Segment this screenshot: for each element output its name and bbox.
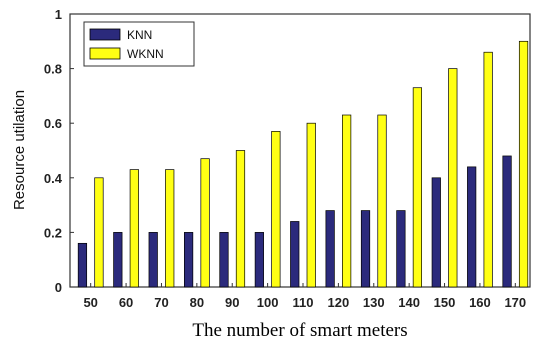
x-axis-label: The number of smart meters <box>192 320 407 341</box>
x-tick-label: 150 <box>434 295 456 310</box>
bar-wknn-150 <box>448 68 458 288</box>
x-tick-label: 100 <box>257 295 279 310</box>
y-axis-label: Resource utilation <box>11 90 28 210</box>
x-tick-label: 160 <box>469 295 491 310</box>
bar-knn-90 <box>219 232 229 288</box>
bar-knn-140 <box>396 210 406 288</box>
bar-wknn-110 <box>306 122 316 288</box>
bar-knn-130 <box>360 210 371 288</box>
legend-label-knn: KNN <box>127 28 152 42</box>
y-tick-label: 0.4 <box>44 171 63 186</box>
bar-wknn-130 <box>377 114 387 288</box>
x-tick-label: 60 <box>119 295 133 310</box>
y-tick-label: 0 <box>55 280 62 295</box>
legend-swatch-knn <box>89 28 121 41</box>
bar-wknn-120 <box>342 114 352 288</box>
x-tick-label: 50 <box>83 295 97 310</box>
bar-wknn-90 <box>235 150 246 288</box>
x-tick-label: 70 <box>154 295 168 310</box>
x-tick-label: 110 <box>293 295 314 310</box>
x-tick-label: 130 <box>363 295 385 310</box>
bar-knn-170 <box>502 155 512 288</box>
bar-knn-120 <box>325 210 335 288</box>
legend-label-wknn: WKNN <box>127 47 164 61</box>
legend: KNN WKNN <box>83 21 195 67</box>
y-tick-label: 0.2 <box>44 225 62 240</box>
bar-wknn-160 <box>483 51 493 288</box>
x-tick-label: 170 <box>504 295 526 310</box>
x-tick-label: 90 <box>225 295 239 310</box>
bar-knn-60 <box>113 232 123 288</box>
y-tick-label: 0.6 <box>44 116 62 131</box>
bar-knn-150 <box>431 177 441 288</box>
x-tick-label: 80 <box>190 295 204 310</box>
bar-knn-160 <box>467 166 477 288</box>
bar-wknn-50 <box>94 177 104 288</box>
bar-knn-70 <box>148 232 158 288</box>
bar-knn-50 <box>77 242 88 288</box>
legend-swatch-wknn <box>89 47 121 60</box>
x-tick-label: 120 <box>328 295 350 310</box>
bars-group <box>77 40 529 288</box>
bar-wknn-70 <box>165 169 175 288</box>
y-tick-label: 1 <box>55 7 62 22</box>
y-tick-label: 0.8 <box>44 62 62 77</box>
bar-wknn-140 <box>412 87 423 288</box>
bar-knn-110 <box>290 221 300 288</box>
x-axis-ticks: 50 60 70 80 90 100 110 120 130 140 150 160 170 <box>83 283 526 310</box>
y-axis-ticks: 0 0.2 0.4 0.6 0.8 1 <box>44 7 74 295</box>
bar-wknn-100 <box>271 131 281 288</box>
bar-wknn-60 <box>129 169 139 288</box>
bar-wknn-80 <box>200 158 210 288</box>
bar-knn-80 <box>183 232 194 288</box>
x-tick-label: 140 <box>398 295 420 310</box>
bar-wknn-170 <box>518 40 529 288</box>
bar-knn-100 <box>254 232 264 288</box>
